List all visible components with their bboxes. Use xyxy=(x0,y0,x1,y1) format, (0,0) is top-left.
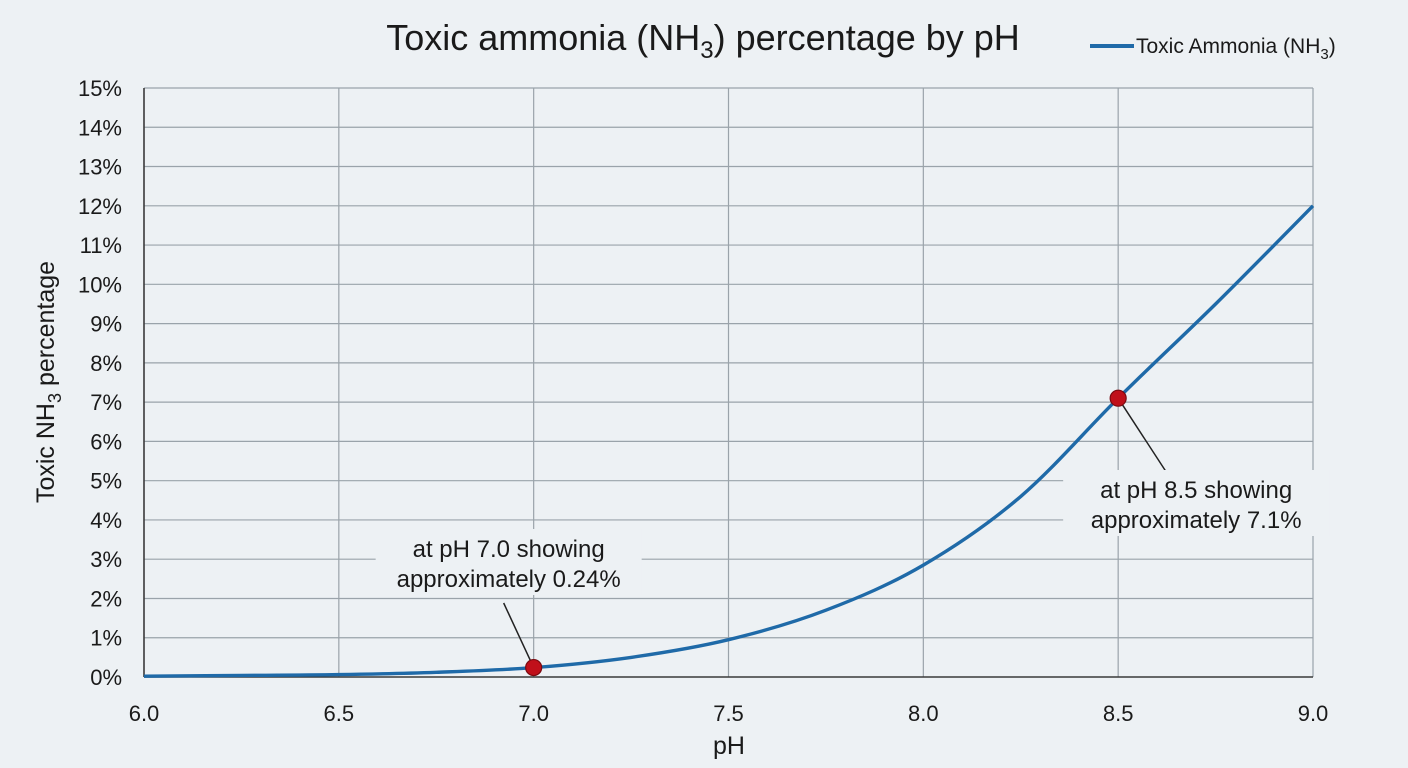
chart-title-tail: ) percentage by pH xyxy=(714,17,1020,58)
y-tick-label: 2% xyxy=(90,586,122,611)
annotation-leader xyxy=(1117,397,1171,479)
x-tick-label: 7.0 xyxy=(518,701,549,726)
y-tick-label: 11% xyxy=(80,233,122,258)
annotation-text: at pH 7.0 showing xyxy=(413,536,605,563)
y-tick-label: 10% xyxy=(78,272,122,297)
y-tick-label: 0% xyxy=(90,665,122,690)
series-line xyxy=(143,204,1315,678)
legend-label-main: Toxic Ammonia (NH xyxy=(1136,35,1320,58)
x-tick-label: 6.5 xyxy=(324,701,355,726)
axes: 0% 1% 2% 3% 4% 5% 6% 7% 8% 9% 10% 11% 12% 13% 14% 15% 6.… xyxy=(78,76,1328,726)
y-tick-label: 4% xyxy=(90,508,122,533)
annotation-text: approximately 7.1% xyxy=(1091,507,1302,534)
y-tick-label: 13% xyxy=(78,155,122,180)
annotation-text: at pH 8.5 showing xyxy=(1100,477,1292,504)
y-tick-label: 8% xyxy=(90,351,122,376)
y-axis-label-tail: percentage xyxy=(32,261,60,393)
y-axis-label-main: Toxic NH xyxy=(32,403,60,503)
y-tick-label: 7% xyxy=(90,390,122,415)
legend: Toxic Ammonia (NH3) xyxy=(1090,35,1336,63)
y-tick-label: 1% xyxy=(90,626,122,651)
annotation-leader xyxy=(502,602,535,668)
legend-label-subscript: 3 xyxy=(1320,46,1328,63)
chart-title-subscript: 3 xyxy=(700,37,713,64)
legend-label: Toxic Ammonia (NH3) xyxy=(1136,35,1336,63)
x-tick-label: 8.0 xyxy=(908,701,939,726)
annotation-box xyxy=(1063,470,1330,536)
annotations: at pH 7.0 showing approximately 0.24% at p… xyxy=(375,389,1330,677)
legend-label-tail: ) xyxy=(1329,35,1336,58)
chart-title: Toxic ammonia (NH3) percentage by pH xyxy=(386,17,1020,64)
chart-title-main: Toxic ammonia (NH xyxy=(386,17,700,58)
y-tick-label: 15% xyxy=(78,76,122,101)
y-tick-label: 3% xyxy=(90,547,122,572)
series-layer xyxy=(143,204,1315,678)
y-tick-label: 9% xyxy=(90,312,122,337)
x-tick-label: 6.0 xyxy=(129,701,160,726)
grid xyxy=(144,87,1314,677)
annotation-box xyxy=(375,529,642,595)
y-tick-label: 14% xyxy=(78,115,122,140)
x-tick-label: 8.5 xyxy=(1103,701,1134,726)
y-tick-label: 5% xyxy=(90,469,122,494)
x-axis-label: pH xyxy=(713,732,745,760)
y-axis-label-subscript: 3 xyxy=(45,393,65,403)
x-tick-label: 7.5 xyxy=(713,701,744,726)
y-tick-label: 6% xyxy=(90,429,122,454)
annotation-text: approximately 0.24% xyxy=(397,566,621,593)
highlight-point xyxy=(525,658,543,677)
highlight-point xyxy=(1109,389,1127,407)
y-axis-label: Toxic NH3 percentage xyxy=(32,261,65,503)
y-tick-label: 12% xyxy=(78,194,122,219)
x-tick-label: 9.0 xyxy=(1298,701,1329,726)
